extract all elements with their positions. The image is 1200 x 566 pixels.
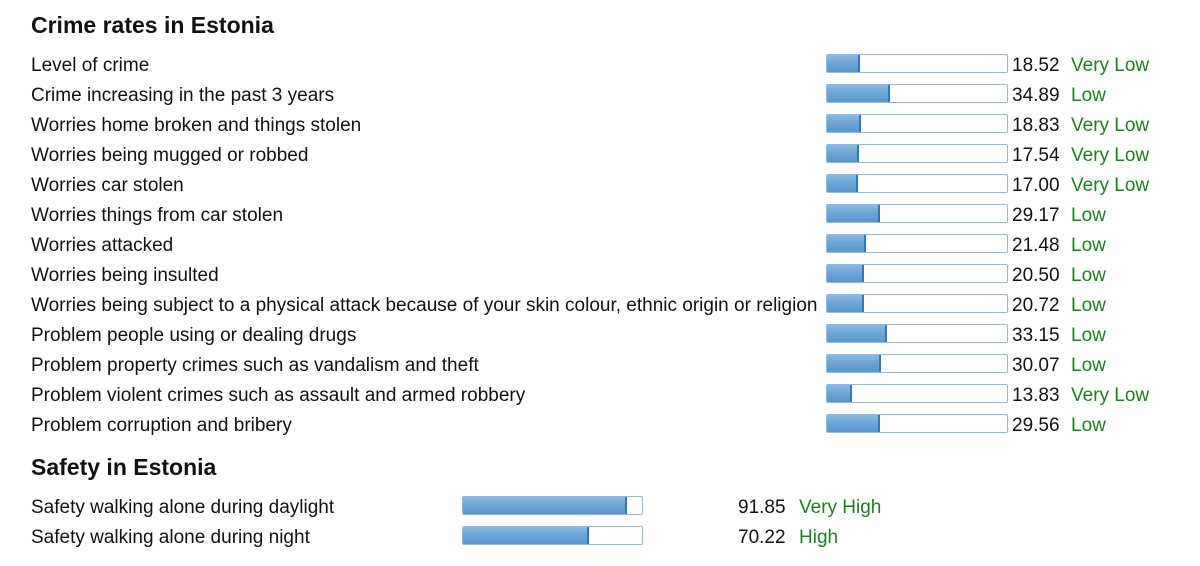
metric-label: Worries being subject to a physical atta…: [31, 295, 818, 316]
safety-section-title: Safety in Estonia: [31, 454, 217, 480]
score-bar: [462, 526, 643, 545]
crime-metric-row: Crime increasing in the past 3 years 34.8…: [0, 81, 1200, 111]
score-bar: [826, 54, 1008, 73]
metric-rating: Low: [1071, 325, 1106, 346]
metric-rating: Very Low: [1071, 385, 1150, 406]
metric-value: 70.22: [738, 527, 786, 548]
metric-label: Worries being mugged or robbed: [31, 145, 309, 166]
crime-metric-row: Problem violent crimes such as assault a…: [0, 381, 1200, 411]
metric-rating: Low: [1071, 85, 1106, 106]
metric-label: Problem people using or dealing drugs: [31, 325, 357, 346]
crime-metric-row: Worries car stolen 17.00 Very Low: [0, 171, 1200, 201]
score-bar: [826, 174, 1008, 193]
crime-metric-row: Worries being subject to a physical atta…: [0, 291, 1200, 321]
score-bar-fill: [827, 55, 861, 72]
metric-label: Problem property crimes such as vandalis…: [31, 355, 479, 376]
metric-label: Safety walking alone during night: [31, 527, 310, 548]
metric-value: 18.83: [1012, 115, 1060, 136]
score-bar-fill: [827, 295, 865, 312]
score-bar: [826, 354, 1008, 373]
metric-rating: High: [799, 527, 839, 548]
score-bar-fill: [827, 325, 887, 342]
metric-rating: Very High: [799, 497, 882, 518]
score-bar: [826, 204, 1008, 223]
safety-metric-row: Safety walking alone during night 70.22 Hi…: [0, 523, 1200, 553]
score-bar: [462, 496, 643, 515]
crime-metric-row: Worries home broken and things stolen 18.…: [0, 111, 1200, 141]
crime-metric-row: Worries things from car stolen 29.17 Low: [0, 201, 1200, 231]
metric-value: 20.72: [1012, 295, 1060, 316]
metric-label: Problem corruption and bribery: [31, 415, 292, 436]
metric-rating: Low: [1071, 265, 1106, 286]
metric-value: 13.83: [1012, 385, 1060, 406]
score-bar-fill: [827, 115, 861, 132]
crime-section-title: Crime rates in Estonia: [31, 12, 274, 38]
crime-metric-row: Level of crime 18.52 Very Low: [0, 51, 1200, 81]
score-bar-fill: [463, 497, 628, 514]
score-bar-fill: [463, 527, 589, 544]
score-bar-fill: [827, 265, 864, 282]
score-bar: [826, 324, 1008, 343]
score-bar-fill: [827, 235, 866, 252]
crime-metric-row: Problem corruption and bribery 29.56 Low: [0, 411, 1200, 441]
metric-label: Worries home broken and things stolen: [31, 115, 362, 136]
metric-value: 20.50: [1012, 265, 1060, 286]
metric-value: 18.52: [1012, 55, 1060, 76]
score-bar: [826, 234, 1008, 253]
metric-rating: Low: [1071, 355, 1106, 376]
metric-rating: Very Low: [1071, 115, 1150, 136]
metric-label: Worries attacked: [31, 235, 174, 256]
metric-value: 30.07: [1012, 355, 1060, 376]
metric-rating: Very Low: [1071, 175, 1150, 196]
metric-rating: Very Low: [1071, 145, 1150, 166]
score-bar-fill: [827, 415, 881, 432]
metric-value: 34.89: [1012, 85, 1060, 106]
metric-label: Worries things from car stolen: [31, 205, 284, 226]
crime-metric-row: Problem property crimes such as vandalis…: [0, 351, 1200, 381]
metric-rating: Low: [1071, 235, 1106, 256]
metric-label: Crime increasing in the past 3 years: [31, 85, 335, 106]
score-bar: [826, 294, 1008, 313]
metric-value: 29.17: [1012, 205, 1060, 226]
metric-value: 21.48: [1012, 235, 1060, 256]
crime-metric-row: Worries being insulted 20.50 Low: [0, 261, 1200, 291]
metric-value: 17.00: [1012, 175, 1060, 196]
score-bar-fill: [827, 175, 858, 192]
metric-rating: Low: [1071, 205, 1106, 226]
score-bar-fill: [827, 145, 859, 162]
metric-value: 17.54: [1012, 145, 1060, 166]
score-bar: [826, 84, 1008, 103]
score-bar-fill: [827, 85, 890, 102]
score-bar-fill: [827, 205, 880, 222]
metric-rating: Low: [1071, 295, 1106, 316]
score-bar: [826, 144, 1008, 163]
metric-label: Worries being insulted: [31, 265, 219, 286]
score-bar: [826, 114, 1008, 133]
crime-metric-row: Worries attacked 21.48 Low: [0, 231, 1200, 261]
score-bar-fill: [827, 355, 882, 372]
crime-metric-row: Problem people using or dealing drugs 33.…: [0, 321, 1200, 351]
metric-value: 29.56: [1012, 415, 1060, 436]
score-bar: [826, 414, 1008, 433]
score-bar: [826, 264, 1008, 283]
metric-label: Level of crime: [31, 55, 150, 76]
metric-rating: Very Low: [1071, 55, 1150, 76]
crime-metric-row: Worries being mugged or robbed 17.54 Very …: [0, 141, 1200, 171]
metric-label: Problem violent crimes such as assault a…: [31, 385, 526, 406]
metric-label: Safety walking alone during daylight: [31, 497, 335, 518]
score-bar: [826, 384, 1008, 403]
metric-rating: Low: [1071, 415, 1106, 436]
score-bar-fill: [827, 385, 852, 402]
metric-value: 33.15: [1012, 325, 1060, 346]
safety-metric-row: Safety walking alone during daylight 91.8…: [0, 493, 1200, 523]
metric-value: 91.85: [738, 497, 786, 518]
metric-label: Worries car stolen: [31, 175, 184, 196]
